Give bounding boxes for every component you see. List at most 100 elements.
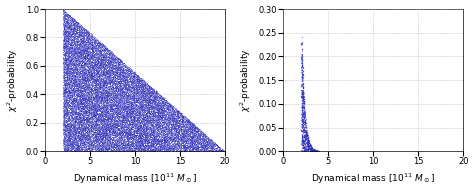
Point: [70, 55, 77, 58]
Point: [77, 134, 84, 137]
Point: [73, 67, 81, 70]
Point: [121, 90, 128, 93]
Point: [76, 137, 83, 140]
Point: [83, 90, 91, 94]
Point: [100, 122, 108, 125]
Point: [90, 50, 97, 53]
Point: [114, 75, 122, 78]
Point: [93, 135, 101, 138]
Point: [95, 60, 103, 63]
Point: [155, 113, 163, 116]
Point: [125, 107, 132, 110]
Point: [72, 130, 79, 133]
Point: [127, 144, 134, 147]
Point: [128, 90, 136, 93]
Point: [98, 42, 105, 46]
Point: [113, 120, 120, 123]
Point: [103, 48, 111, 51]
Point: [135, 94, 142, 97]
Point: [137, 134, 144, 137]
Point: [195, 132, 202, 135]
Point: [109, 70, 117, 74]
Point: [301, 135, 309, 138]
Point: [104, 147, 112, 150]
Point: [155, 111, 163, 114]
Point: [92, 81, 100, 84]
Point: [166, 118, 174, 121]
Point: [63, 44, 70, 47]
Point: [78, 67, 86, 70]
Point: [208, 140, 215, 143]
Point: [131, 145, 139, 148]
Point: [187, 131, 194, 134]
Point: [143, 82, 151, 85]
Point: [107, 60, 115, 63]
Point: [167, 130, 175, 133]
Point: [91, 56, 99, 59]
Point: [89, 88, 96, 91]
Point: [156, 112, 164, 115]
Point: [108, 92, 116, 95]
Point: [82, 137, 90, 140]
Point: [92, 69, 100, 72]
Point: [145, 144, 153, 147]
Point: [76, 136, 84, 139]
Point: [70, 105, 78, 108]
Point: [106, 123, 114, 126]
Point: [84, 71, 91, 74]
Point: [90, 49, 97, 52]
Point: [87, 42, 94, 45]
Point: [123, 104, 131, 108]
Point: [105, 103, 113, 107]
Point: [93, 122, 101, 125]
Point: [73, 84, 81, 87]
Point: [91, 137, 98, 140]
Point: [159, 139, 167, 142]
Point: [164, 102, 172, 105]
Point: [159, 133, 166, 136]
Point: [95, 137, 102, 140]
Point: [154, 109, 162, 112]
Point: [171, 136, 179, 139]
Point: [86, 136, 94, 139]
Point: [120, 144, 128, 147]
Point: [144, 115, 151, 118]
Point: [159, 99, 166, 103]
Point: [182, 125, 189, 128]
Point: [75, 79, 82, 82]
Point: [80, 147, 87, 150]
Point: [172, 127, 180, 130]
Point: [164, 116, 172, 119]
Point: [72, 50, 79, 54]
Point: [60, 73, 67, 76]
Point: [127, 104, 135, 107]
Point: [147, 135, 155, 138]
Point: [161, 115, 169, 118]
Point: [126, 121, 133, 124]
Point: [68, 106, 76, 109]
Point: [146, 101, 154, 104]
Point: [110, 96, 118, 99]
Point: [99, 58, 107, 61]
Point: [144, 149, 151, 152]
Point: [68, 142, 75, 146]
Point: [93, 78, 101, 81]
Point: [85, 56, 93, 59]
Point: [120, 116, 128, 119]
Point: [178, 117, 185, 120]
Point: [155, 127, 162, 131]
Point: [84, 56, 91, 60]
Point: [120, 122, 128, 125]
Point: [82, 49, 89, 52]
Point: [85, 130, 92, 133]
Point: [98, 137, 105, 140]
Point: [79, 107, 86, 110]
Point: [191, 129, 198, 132]
Point: [66, 94, 74, 97]
Point: [82, 78, 89, 81]
Point: [122, 100, 130, 103]
Point: [66, 149, 73, 152]
Point: [93, 58, 100, 61]
Point: [105, 84, 113, 87]
Point: [143, 143, 151, 146]
